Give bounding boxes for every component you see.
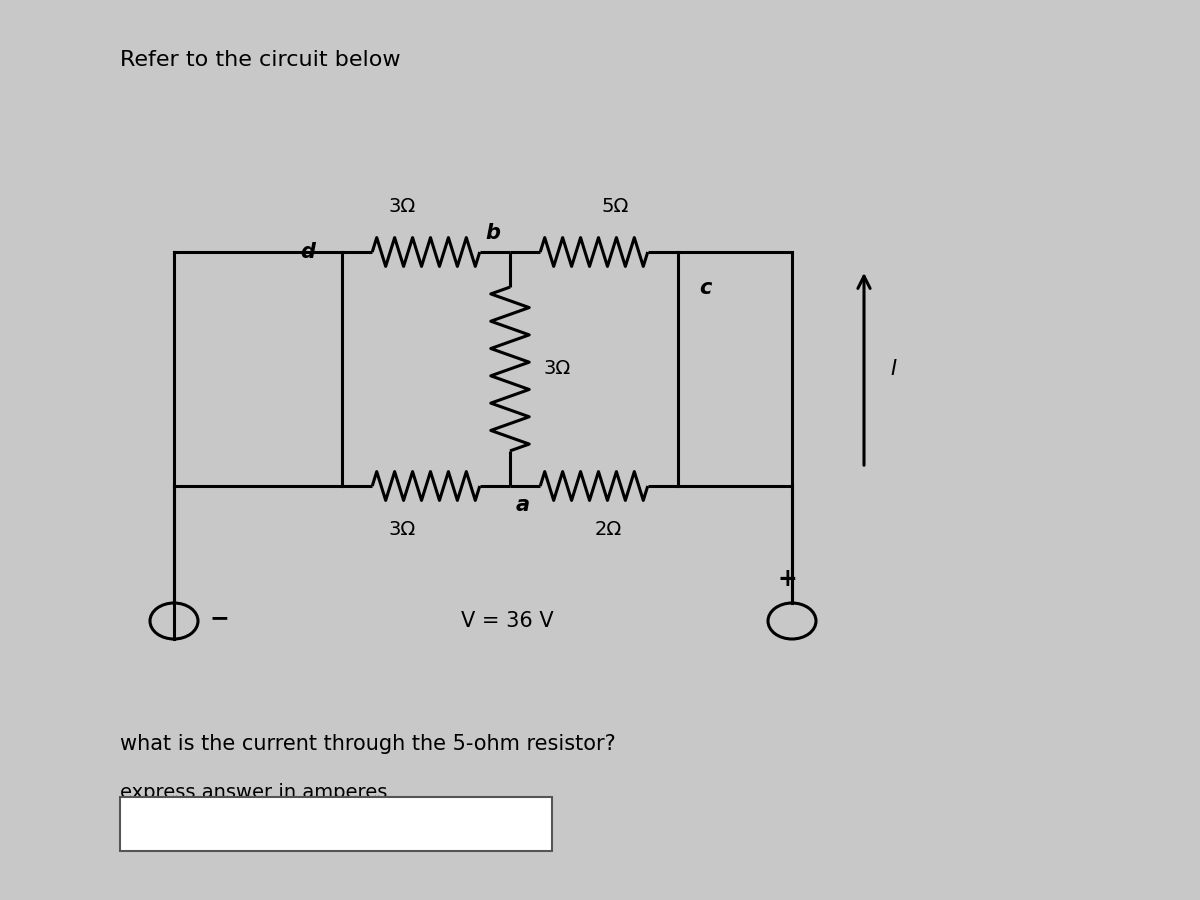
Text: what is the current through the 5-ohm resistor?: what is the current through the 5-ohm re…	[120, 734, 616, 753]
Text: I: I	[890, 359, 896, 379]
Text: c: c	[700, 278, 712, 298]
Text: a: a	[516, 495, 530, 515]
Text: express answer in amperes: express answer in amperes	[120, 783, 388, 802]
FancyBboxPatch shape	[120, 796, 552, 850]
Text: V = 36 V: V = 36 V	[461, 611, 553, 631]
Text: d: d	[300, 242, 316, 262]
Text: −: −	[210, 607, 229, 630]
Text: +: +	[778, 567, 797, 591]
Text: 3Ω: 3Ω	[544, 359, 571, 379]
Text: 3Ω: 3Ω	[389, 520, 415, 539]
Text: b: b	[485, 223, 500, 243]
Text: Refer to the circuit below: Refer to the circuit below	[120, 50, 401, 69]
Text: 5Ω: 5Ω	[602, 197, 629, 216]
Text: 2Ω: 2Ω	[595, 520, 622, 539]
Text: 3Ω: 3Ω	[389, 197, 415, 216]
